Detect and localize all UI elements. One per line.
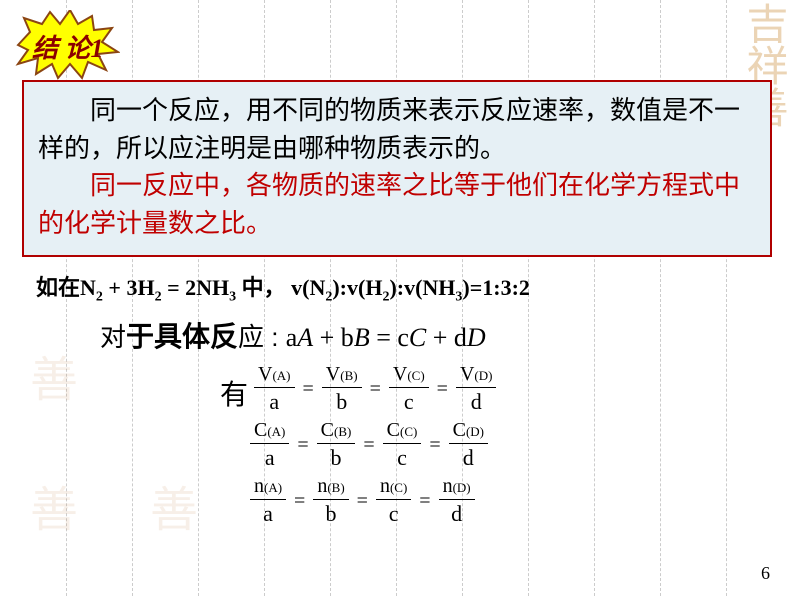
starburst-label: 结 论1 [32,28,104,65]
ratio-row-n: n(A)a = n(B)b = n(C)c = n(D)d [248,475,498,527]
watermark: 善 [30,340,78,410]
ratio-row-c: C(A)a = C(B)b = C(C)c = C(D)d [248,419,498,471]
general-reaction: 对于具体反应 : aA + bB = cC + dD [100,315,498,355]
conclusion-text-2: 同一反应中，各物质的速率之比等于他们在化学方程式中的化学计量数之比。 [38,167,756,242]
page-number: 6 [761,563,770,584]
conclusion-box: 同一个反应，用不同的物质来表示反应速率，数值是不一样的，所以应注明是由哪种物质表… [22,80,772,257]
starburst-badge: 结 论1 [10,10,120,80]
you-label: 有 [220,373,248,413]
example-prefix: 如在 [36,275,80,300]
ratio-row-v: 有 V(A)a = V(B)b = V(C)c = V(D)d [220,363,498,415]
conclusion-text-1: 同一个反应，用不同的物质来表示反应速率，数值是不一样的，所以应注明是由哪种物质表… [38,92,756,167]
example-equation: 如在N2 + 3H2 = 2NH3 中， v(N2):v(H2):v(NH3)=… [36,270,530,305]
watermark: 善 [30,470,78,540]
example-mid: 中， [236,275,291,300]
formula-block: 对于具体反应 : aA + bB = cC + dD 有 V(A)a = V(B… [100,315,498,527]
